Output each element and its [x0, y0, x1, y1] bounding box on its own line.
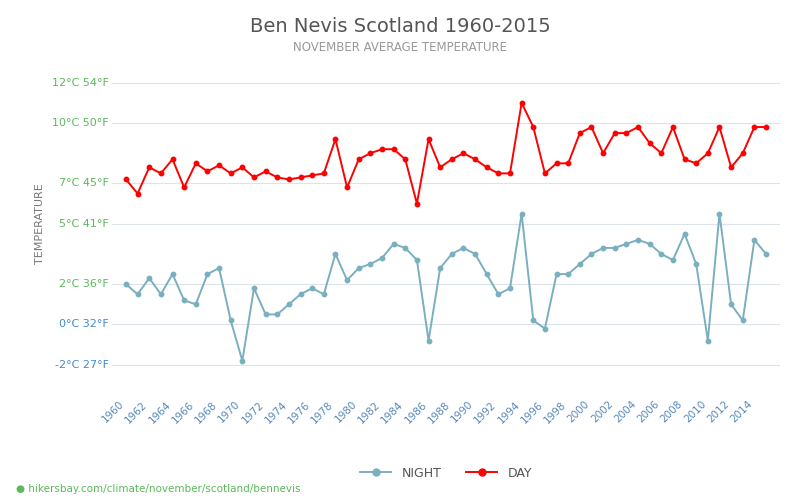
- Text: 0°C 32°F: 0°C 32°F: [59, 320, 109, 330]
- Text: Ben Nevis Scotland 1960-2015: Ben Nevis Scotland 1960-2015: [250, 18, 550, 36]
- Text: ● hikersbay.com/climate/november/scotland/bennevis: ● hikersbay.com/climate/november/scotlan…: [16, 484, 301, 494]
- Text: 5°C 41°F: 5°C 41°F: [59, 219, 109, 229]
- Text: NOVEMBER AVERAGE TEMPERATURE: NOVEMBER AVERAGE TEMPERATURE: [293, 41, 507, 54]
- Legend: NIGHT, DAY: NIGHT, DAY: [355, 462, 537, 484]
- Text: 10°C 50°F: 10°C 50°F: [52, 118, 109, 128]
- Text: -2°C 27°F: -2°C 27°F: [54, 360, 109, 370]
- Y-axis label: TEMPERATURE: TEMPERATURE: [35, 184, 46, 264]
- Text: 7°C 45°F: 7°C 45°F: [58, 178, 109, 188]
- Text: 12°C 54°F: 12°C 54°F: [52, 78, 109, 88]
- Text: 2°C 36°F: 2°C 36°F: [59, 279, 109, 289]
